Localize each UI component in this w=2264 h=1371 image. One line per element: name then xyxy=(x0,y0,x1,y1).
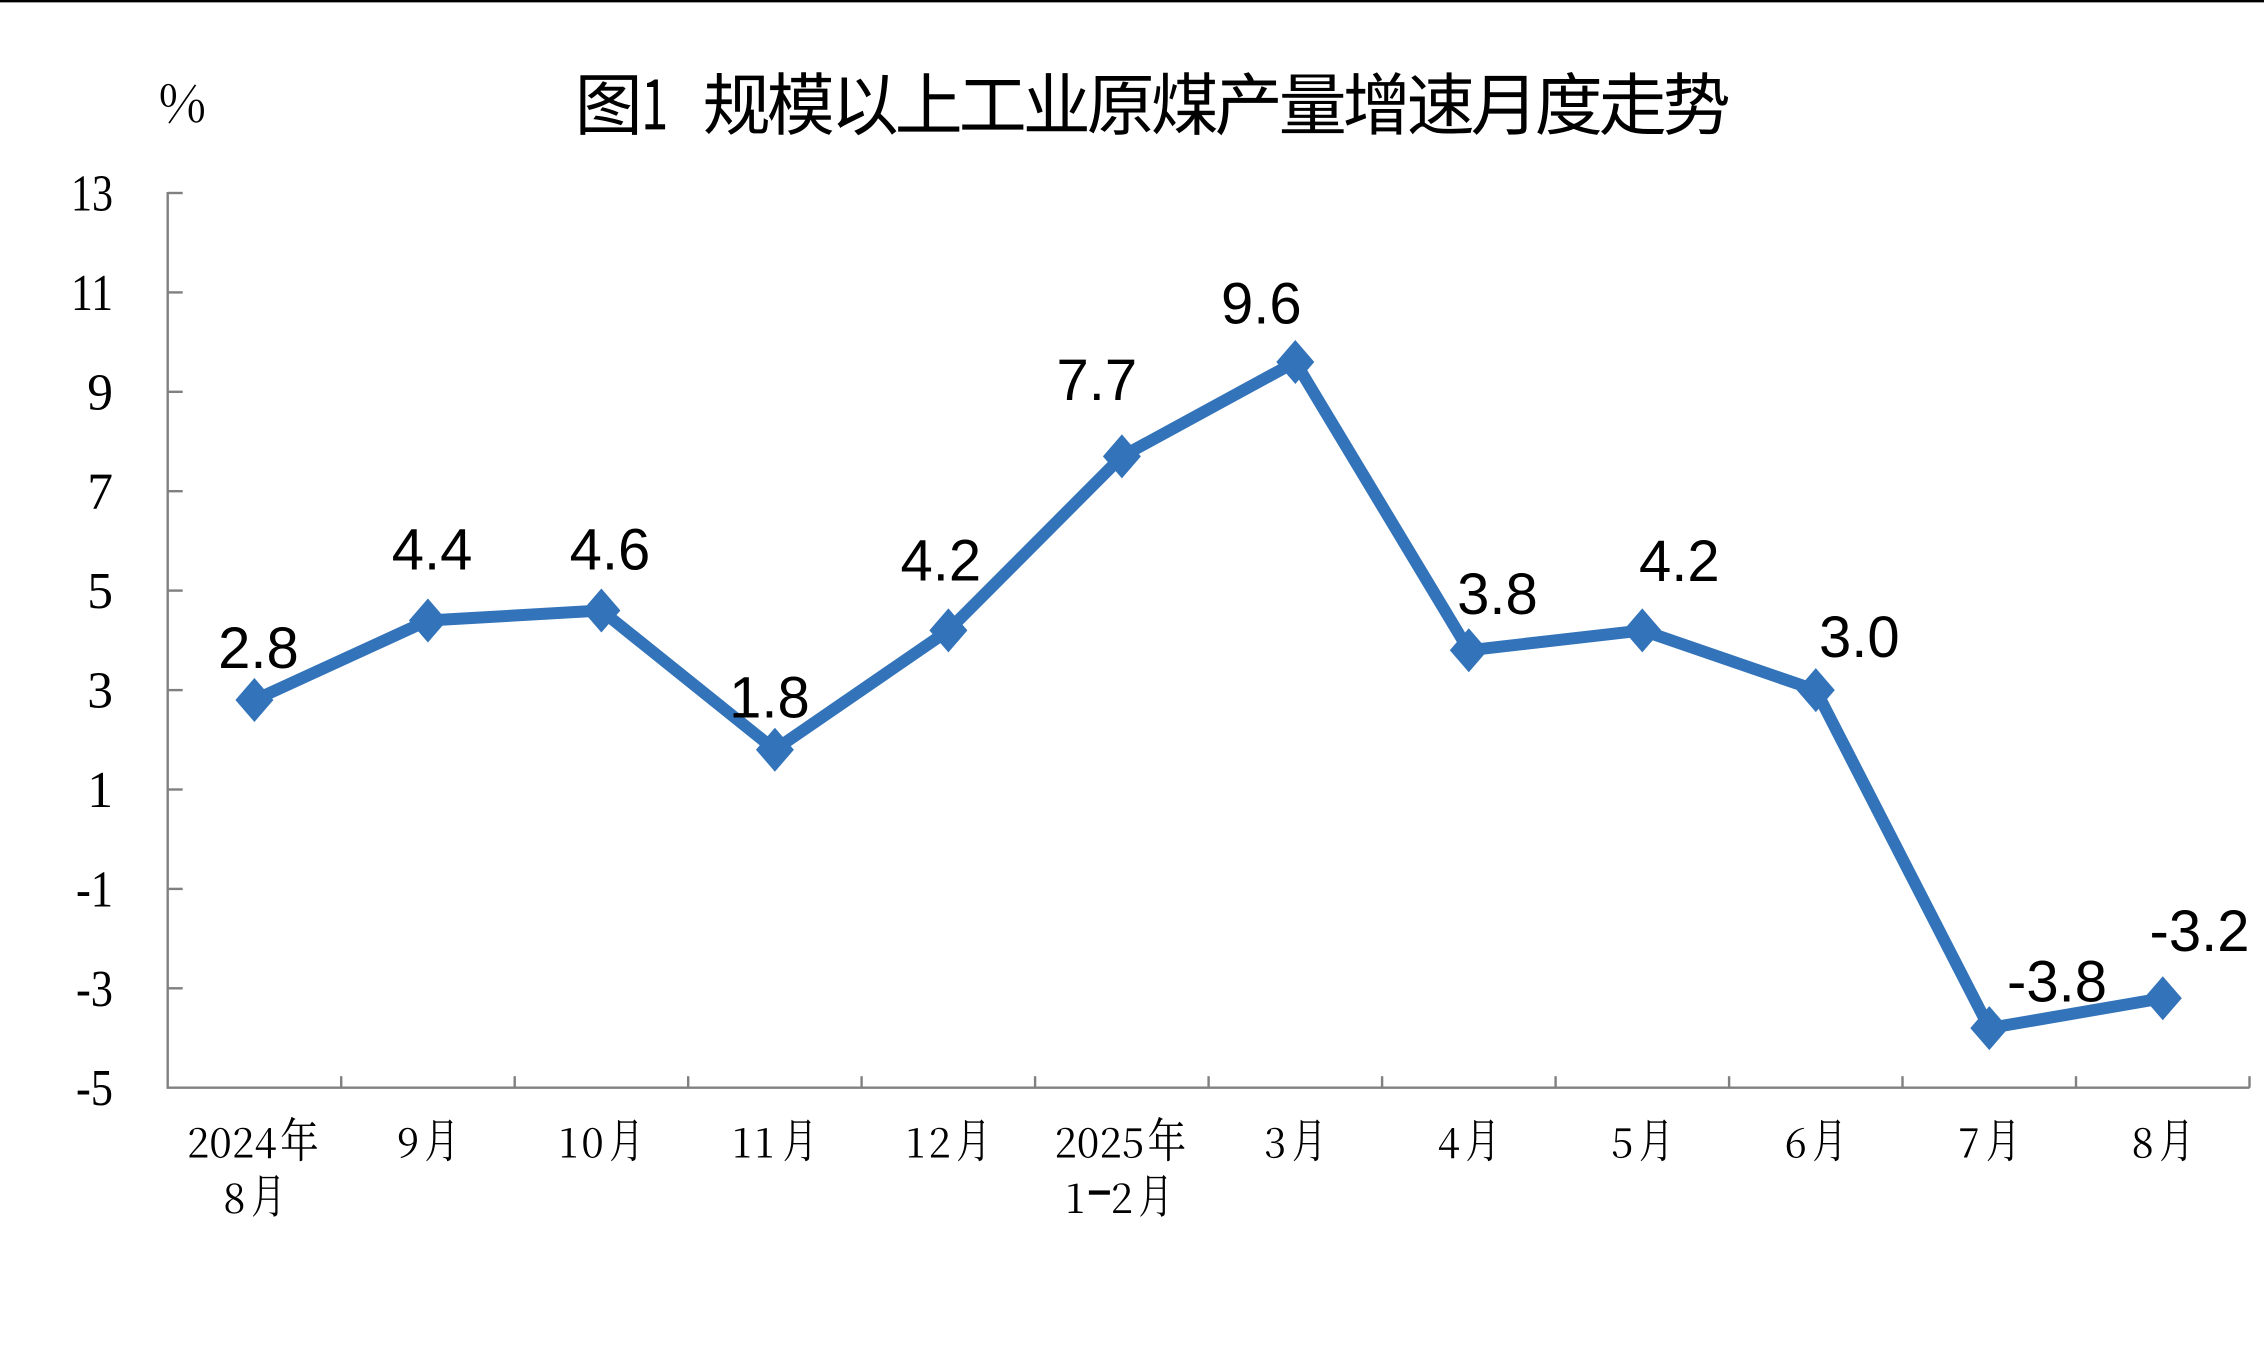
svg-text:3.8: 3.8 xyxy=(1457,562,1538,627)
svg-text:3.0: 3.0 xyxy=(1819,605,1900,670)
svg-text:2.8: 2.8 xyxy=(218,616,299,681)
svg-text:-3.2: -3.2 xyxy=(2150,899,2250,964)
svg-text:7.7: 7.7 xyxy=(1056,348,1137,413)
svg-text:-3.8: -3.8 xyxy=(2007,950,2107,1015)
svg-text:4.6: 4.6 xyxy=(570,518,651,583)
svg-text:7: 7 xyxy=(87,464,113,521)
svg-text:1: 1 xyxy=(87,762,113,819)
svg-text:-3: -3 xyxy=(76,961,113,1018)
svg-text:4.2: 4.2 xyxy=(1639,529,1720,594)
svg-text:3: 3 xyxy=(87,663,113,720)
svg-text:11: 11 xyxy=(71,265,113,322)
svg-text:9: 9 xyxy=(87,364,113,421)
svg-text:5: 5 xyxy=(87,563,113,620)
svg-text:-5: -5 xyxy=(76,1060,113,1117)
svg-text:1.8: 1.8 xyxy=(729,666,810,731)
svg-text:4.2: 4.2 xyxy=(900,529,981,594)
svg-text:9.6: 9.6 xyxy=(1221,271,1302,336)
svg-text:4.4: 4.4 xyxy=(392,518,473,583)
svg-text:-1: -1 xyxy=(76,861,113,918)
svg-text:13: 13 xyxy=(71,166,113,223)
